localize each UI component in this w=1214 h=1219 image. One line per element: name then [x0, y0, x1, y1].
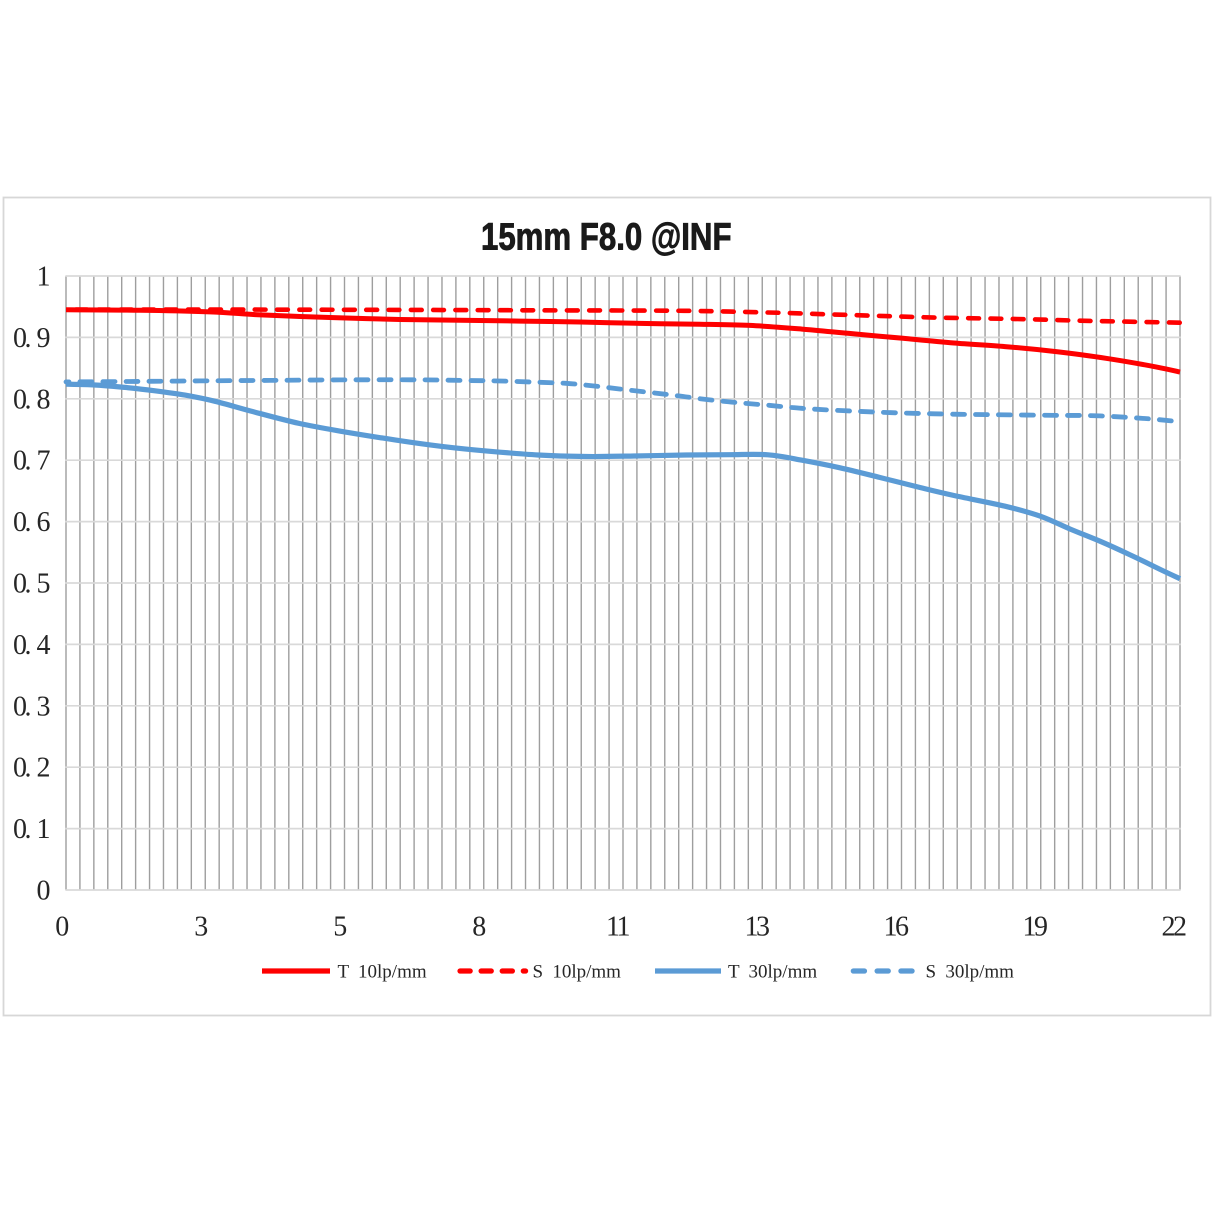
svg-text:0. 1: 0. 1 [13, 814, 50, 845]
svg-text:11: 11 [606, 912, 629, 943]
svg-text:13: 13 [745, 912, 770, 943]
svg-text:8: 8 [472, 912, 485, 943]
svg-text:5: 5 [333, 912, 346, 943]
svg-text:0. 7: 0. 7 [13, 446, 51, 477]
svg-text:T 10lp/mm: T 10lp/mm [338, 962, 427, 983]
svg-text:0. 8: 0. 8 [13, 384, 50, 415]
svg-text:0. 4: 0. 4 [13, 630, 51, 661]
svg-text:22: 22 [1162, 912, 1187, 943]
svg-text:0. 3: 0. 3 [13, 691, 50, 722]
svg-text:0. 5: 0. 5 [13, 569, 50, 600]
svg-text:15mm F8.0 @INF: 15mm F8.0 @INF [481, 217, 732, 259]
svg-text:0. 6: 0. 6 [13, 507, 51, 538]
svg-text:T 30lp/mm: T 30lp/mm [728, 962, 817, 983]
svg-text:0. 2: 0. 2 [13, 753, 50, 784]
svg-text:0: 0 [37, 876, 50, 907]
svg-text:0: 0 [55, 912, 68, 943]
svg-text:S 10lp/mm: S 10lp/mm [533, 962, 622, 983]
svg-text:1: 1 [37, 262, 50, 293]
svg-text:3: 3 [194, 912, 207, 943]
svg-text:19: 19 [1023, 912, 1048, 943]
svg-text:0. 9: 0. 9 [13, 323, 50, 354]
svg-text:16: 16 [884, 912, 910, 943]
svg-text:S 30lp/mm: S 30lp/mm [926, 962, 1015, 983]
